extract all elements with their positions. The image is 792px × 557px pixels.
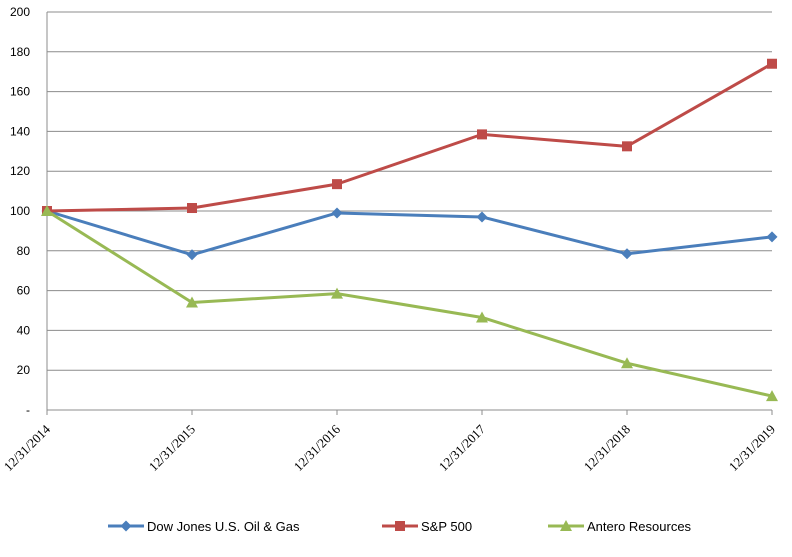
- data-point-s-p-500: [767, 58, 777, 69]
- data-point-s-p-500: [477, 129, 487, 140]
- gridlines: [46, 11, 773, 415]
- legend: Dow Jones U.S. Oil & Gas S&P 500 Antero Re…: [108, 519, 692, 534]
- legend-label: S&P 500: [421, 519, 472, 534]
- data-point-s-p-500: [622, 141, 632, 152]
- y-tick-label: 80: [17, 244, 31, 258]
- legend-item-dow-jones-u-s-oil-gas: Dow Jones U.S. Oil & Gas: [108, 519, 300, 534]
- data-point-s-p-500: [332, 179, 342, 190]
- y-tick-label: 40: [17, 323, 31, 337]
- x-axis-ticks: 12/31/2014 12/31/2015 12/31/2016 12/31/2017…: [1, 421, 778, 474]
- series-line-s-p-500: [46, 62, 773, 213]
- series-lines: [41, 58, 778, 402]
- data-point-antero-resources: [331, 287, 343, 299]
- data-point-dow-jones-u-s-oil-gas: [766, 231, 778, 243]
- y-tick-label: 60: [17, 284, 31, 298]
- data-point-antero-resources: [476, 311, 488, 323]
- series-antero-resources: [41, 205, 778, 402]
- data-point-antero-resources: [766, 390, 778, 402]
- data-point-dow-jones-u-s-oil-gas: [476, 211, 488, 223]
- legend-item-s-p-500: S&P 500: [382, 519, 472, 534]
- x-tick-label: 12/31/2015: [146, 422, 198, 474]
- series-line-dow-jones-u-s-oil-gas: [46, 209, 773, 257]
- series-line-antero-resources: [46, 209, 773, 398]
- x-tick-label: 12/31/2019: [726, 422, 778, 474]
- legend-item-antero-resources: Antero Resources: [548, 519, 692, 534]
- legend-label: Antero Resources: [587, 519, 692, 534]
- x-tick-label: 12/31/2016: [291, 421, 344, 474]
- y-axis-ticks: - 20 40 60 80 100 120 140 160 180 200: [10, 5, 30, 417]
- x-tick-label: 12/31/2017: [436, 421, 489, 474]
- y-tick-label: 100: [10, 204, 30, 218]
- data-point-s-p-500: [187, 203, 197, 214]
- y-tick-label: 120: [10, 164, 30, 178]
- x-tick-label: 12/31/2014: [1, 421, 54, 474]
- data-point-antero-resources: [186, 296, 198, 308]
- data-point-dow-jones-u-s-oil-gas: [186, 249, 198, 261]
- y-tick-label: -: [26, 403, 30, 417]
- y-tick-label: 180: [10, 45, 30, 59]
- x-tick-label: 12/31/2018: [581, 422, 633, 474]
- series-s-p-500: [42, 58, 777, 216]
- legend-marker: [395, 521, 405, 531]
- legend-label: Dow Jones U.S. Oil & Gas: [147, 519, 300, 534]
- y-tick-label: 140: [10, 124, 30, 138]
- data-point-dow-jones-u-s-oil-gas: [621, 248, 633, 260]
- data-point-antero-resources: [621, 357, 633, 369]
- y-tick-label: 160: [10, 85, 30, 99]
- legend-marker: [560, 520, 572, 531]
- data-point-dow-jones-u-s-oil-gas: [331, 207, 343, 219]
- y-tick-label: 200: [10, 5, 30, 19]
- y-tick-label: 20: [17, 363, 31, 377]
- legend-marker: [120, 520, 132, 532]
- series-dow-jones-u-s-oil-gas: [41, 205, 778, 261]
- data-point-antero-resources: [41, 205, 53, 216]
